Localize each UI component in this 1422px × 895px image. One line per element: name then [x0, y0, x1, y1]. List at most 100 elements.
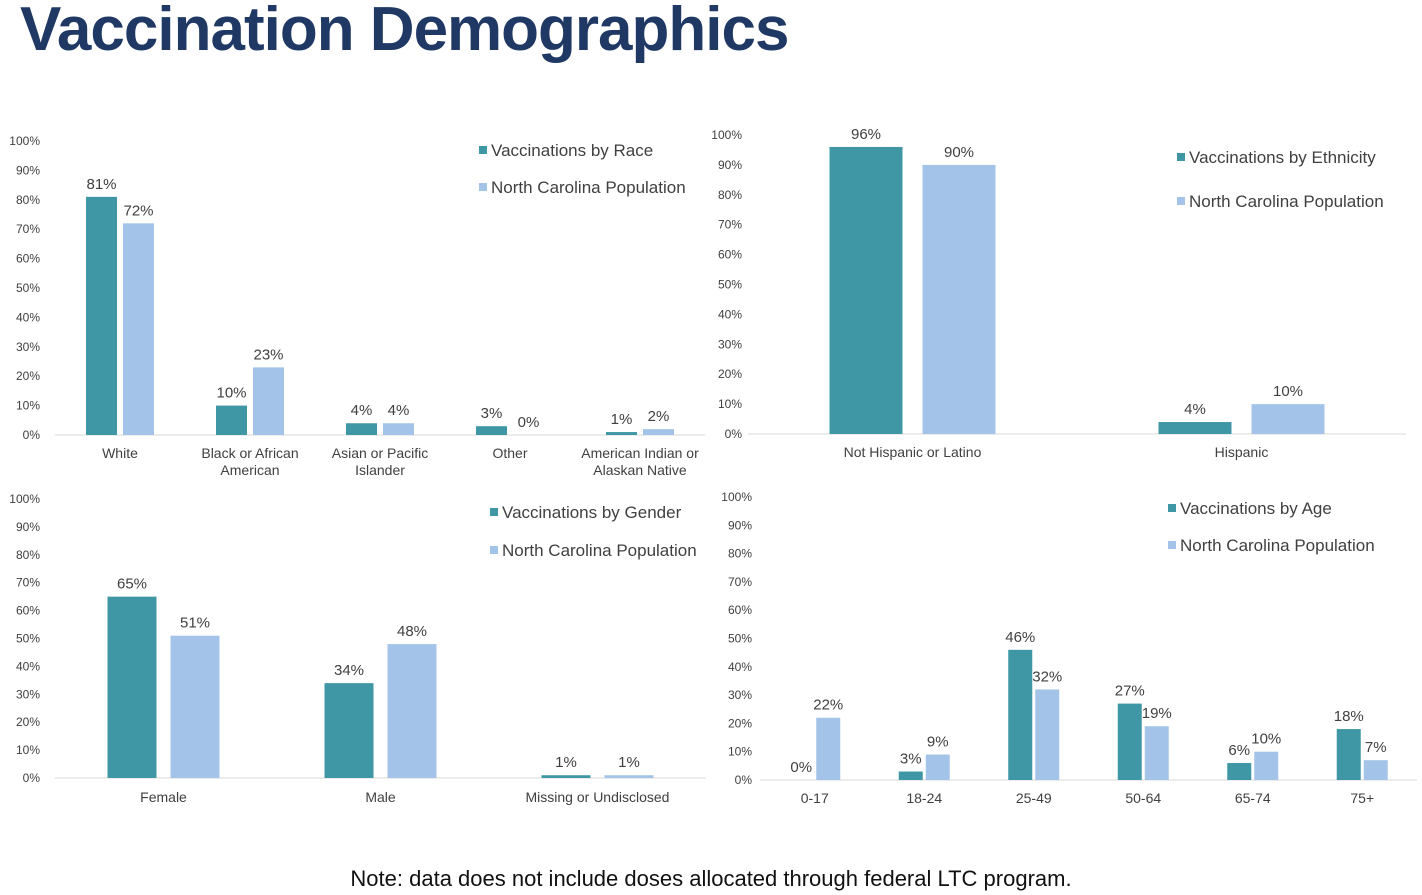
population-bar: [387, 644, 437, 778]
population-bar: [1035, 689, 1060, 780]
category-label: Hispanic: [1215, 444, 1269, 460]
y-tick-label: 80%: [16, 548, 40, 562]
category-label: 50-64: [1125, 790, 1161, 806]
population-bar: [1254, 751, 1279, 780]
y-tick-label: 80%: [718, 188, 742, 202]
y-tick-label: 0%: [23, 428, 41, 442]
legend-label: North Carolina Population: [491, 178, 686, 197]
legend-swatch: [490, 546, 498, 554]
legend-label: North Carolina Population: [1189, 192, 1384, 211]
y-tick-label: 50%: [718, 278, 742, 292]
category-label: Not Hispanic or Latino: [844, 444, 982, 460]
y-tick-label: 90%: [16, 163, 40, 177]
category-label: 75+: [1350, 790, 1374, 806]
y-tick-label: 60%: [728, 603, 752, 617]
y-tick-label: 10%: [728, 745, 752, 759]
population-bar: [123, 223, 154, 435]
data-label: 0%: [790, 759, 812, 776]
y-tick-label: 50%: [728, 632, 752, 646]
data-label: 34%: [334, 662, 364, 679]
data-label: 90%: [944, 144, 974, 161]
data-label: 10%: [1273, 383, 1303, 400]
y-tick-label: 0%: [725, 427, 743, 441]
vaccination-bar: [1008, 649, 1033, 780]
gender-chart: 0% 10% 20% 30% 40% 50% 60% 70% 80% 90% 100% 65% 51% F…: [9, 492, 706, 805]
category-label: Asian or Pacific Islander: [332, 445, 428, 478]
data-label: 3%: [900, 751, 922, 768]
data-label: 81%: [86, 176, 116, 193]
data-label: 1%: [611, 411, 633, 428]
data-label: 22%: [813, 697, 843, 714]
legend-swatch: [1168, 541, 1176, 549]
y-tick-label: 60%: [16, 252, 40, 266]
data-label: 10%: [216, 385, 246, 402]
y-tick-label: 70%: [16, 222, 40, 236]
vaccination-bar: [324, 683, 374, 778]
ethnicity-chart: 0% 10% 20% 30% 40% 50% 60% 70% 80% 90% 100% 96% 90% N…: [711, 126, 1406, 460]
category-label: 25-49: [1016, 790, 1052, 806]
data-label: 19%: [1142, 705, 1172, 722]
y-tick-label: 20%: [16, 715, 40, 729]
y-tick-label: 30%: [16, 340, 40, 354]
data-label: 72%: [123, 202, 153, 219]
vaccination-bar: [107, 596, 157, 778]
data-label: 96%: [851, 126, 881, 143]
data-label: 2%: [648, 408, 670, 425]
y-tick-label: 20%: [728, 716, 752, 730]
legend-label: Vaccinations by Race: [491, 141, 653, 160]
vaccination-bar: [476, 426, 507, 435]
y-tick-label: 60%: [16, 604, 40, 618]
y-tick-label: 10%: [16, 399, 40, 413]
category-label: 18-24: [906, 790, 942, 806]
y-tick-label: 10%: [718, 397, 742, 411]
vaccination-bar: [86, 196, 117, 435]
vaccination-bar: [606, 432, 637, 435]
population-bar: [604, 775, 654, 778]
vaccination-bar: [1336, 729, 1361, 780]
y-tick-label: 100%: [9, 134, 40, 148]
category-label: 0-17: [801, 790, 829, 806]
y-tick-label: 100%: [721, 490, 752, 504]
data-label: 4%: [388, 402, 410, 419]
y-tick-label: 20%: [718, 367, 742, 381]
legend-swatch: [1177, 197, 1185, 205]
vaccination-bar: [829, 146, 903, 434]
data-label: 1%: [618, 754, 640, 771]
page-title: Vaccination Demographics: [20, 0, 789, 64]
data-label: 46%: [1005, 629, 1035, 646]
y-tick-label: 0%: [735, 773, 753, 787]
y-tick-label: 80%: [728, 547, 752, 561]
y-tick-label: 70%: [718, 218, 742, 232]
legend-label: Vaccinations by Ethnicity: [1189, 148, 1376, 167]
y-tick-label: 30%: [728, 688, 752, 702]
data-label: 0%: [518, 414, 540, 431]
vaccination-bar: [541, 775, 591, 778]
population-bar: [253, 367, 284, 435]
category-label: Missing or Undisclosed: [526, 789, 670, 805]
legend-label: Vaccinations by Gender: [502, 503, 682, 522]
vaccination-bar: [346, 423, 377, 435]
population-bar: [383, 423, 414, 435]
category-label: American Indian or Alaskan Native: [581, 445, 699, 478]
race-chart: 0% 10% 20% 30% 40% 50% 60% 70% 80% 90% 100% 81% 72% W…: [9, 134, 705, 478]
data-label: 18%: [1334, 708, 1364, 725]
legend-label: Vaccinations by Age: [1180, 499, 1332, 518]
legend-swatch: [479, 146, 487, 154]
y-tick-label: 90%: [718, 158, 742, 172]
legend-swatch: [1177, 153, 1185, 161]
legend-swatch: [1168, 504, 1176, 512]
y-tick-label: 40%: [16, 659, 40, 673]
data-label: 1%: [555, 754, 577, 771]
population-bar: [1144, 726, 1169, 780]
category-label: Female: [140, 789, 187, 805]
vaccination-bar: [1117, 703, 1142, 780]
y-tick-label: 100%: [711, 128, 742, 142]
category-label: 65-74: [1235, 790, 1271, 806]
data-label: 32%: [1032, 668, 1062, 685]
y-tick-label: 40%: [16, 310, 40, 324]
category-label: White: [102, 445, 138, 461]
footnote: Note: data does not include doses alloca…: [350, 866, 1072, 891]
y-tick-label: 40%: [718, 307, 742, 321]
vaccination-bar: [216, 405, 247, 435]
y-tick-label: 100%: [9, 492, 40, 506]
